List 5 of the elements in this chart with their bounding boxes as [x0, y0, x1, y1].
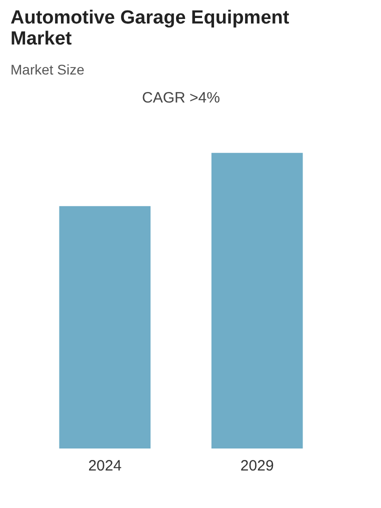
- x-tick-label: 2024: [88, 458, 122, 474]
- x-tick-label: 2029: [240, 458, 274, 474]
- text: CAGR >4%: [142, 90, 220, 106]
- chart-title: Automotive Garage Equipment Market: [10, 8, 290, 50]
- chart-subtitle: Market Size: [10, 62, 85, 78]
